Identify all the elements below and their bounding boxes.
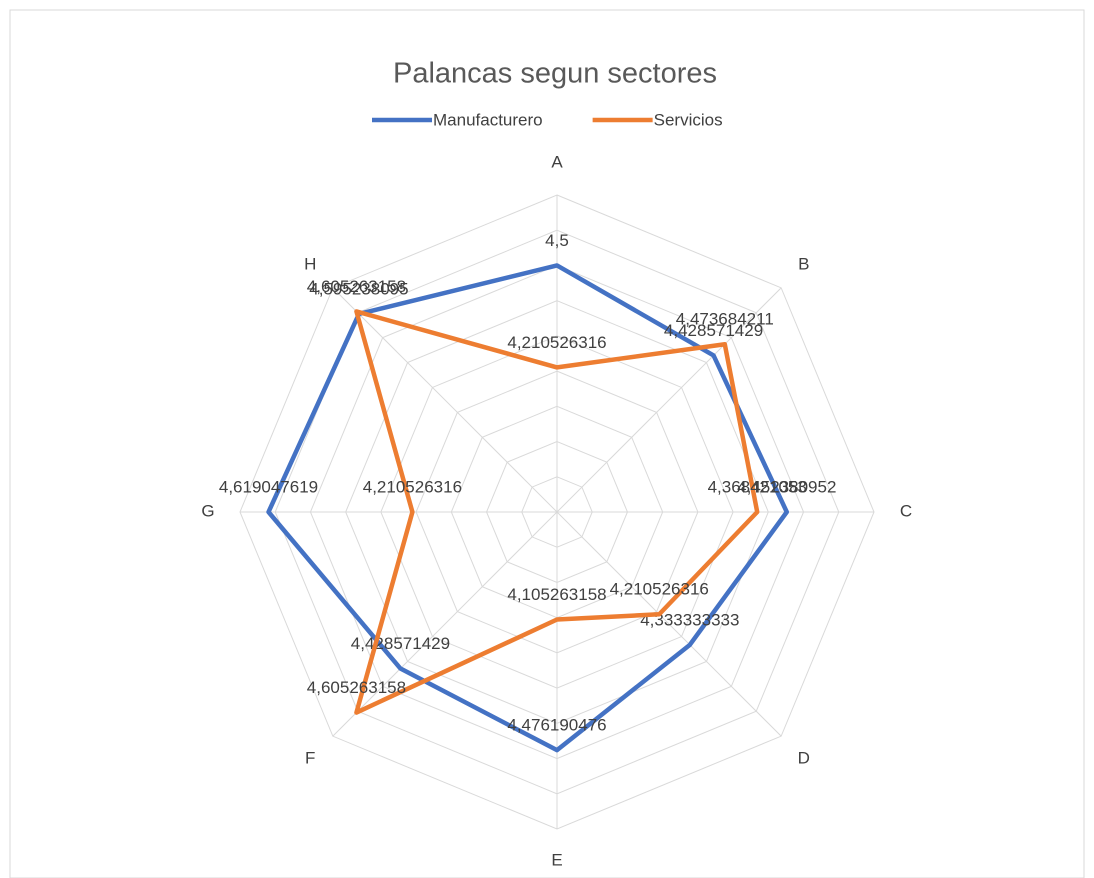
series-line: [354, 309, 760, 715]
data-label: 4,473684211: [676, 310, 774, 329]
legend-label: Manufacturero: [433, 110, 543, 129]
legend-label: Servicios: [654, 110, 723, 129]
data-label: 4,428571429: [351, 634, 450, 653]
spoke: [332, 511, 558, 737]
chart-frame: [9, 9, 1085, 878]
data-label: 4,210526316: [363, 477, 462, 496]
category-label: C: [900, 501, 912, 520]
data-label: 4,368421053: [708, 477, 807, 496]
data-label: 4,452380952: [737, 477, 836, 496]
data-label: 4,5: [545, 231, 569, 250]
chart-title: Palancas segun sectores: [393, 58, 717, 90]
data-label: 4,210526316: [610, 580, 709, 599]
spoke: [332, 287, 558, 513]
category-label: D: [798, 748, 810, 767]
data-label: 4,595238095: [309, 279, 408, 298]
category-label: B: [798, 255, 809, 274]
category-label: E: [551, 850, 562, 869]
category-label: F: [305, 748, 315, 767]
category-label: H: [304, 255, 316, 274]
category-label: G: [201, 501, 214, 520]
data-label: 4,619047619: [219, 477, 318, 496]
data-label: 4,605263158: [307, 678, 406, 697]
category-label: A: [551, 152, 563, 171]
spoke: [556, 511, 782, 737]
data-label: 4,476190476: [507, 716, 606, 735]
data-label: 4,605263158: [307, 277, 406, 296]
data-label: 4,105263158: [507, 585, 606, 604]
data-label: 4,428571429: [664, 321, 763, 340]
data-label: 4,333333333: [640, 610, 739, 629]
spoke: [556, 287, 782, 513]
data-label: 4,210526316: [507, 333, 606, 352]
